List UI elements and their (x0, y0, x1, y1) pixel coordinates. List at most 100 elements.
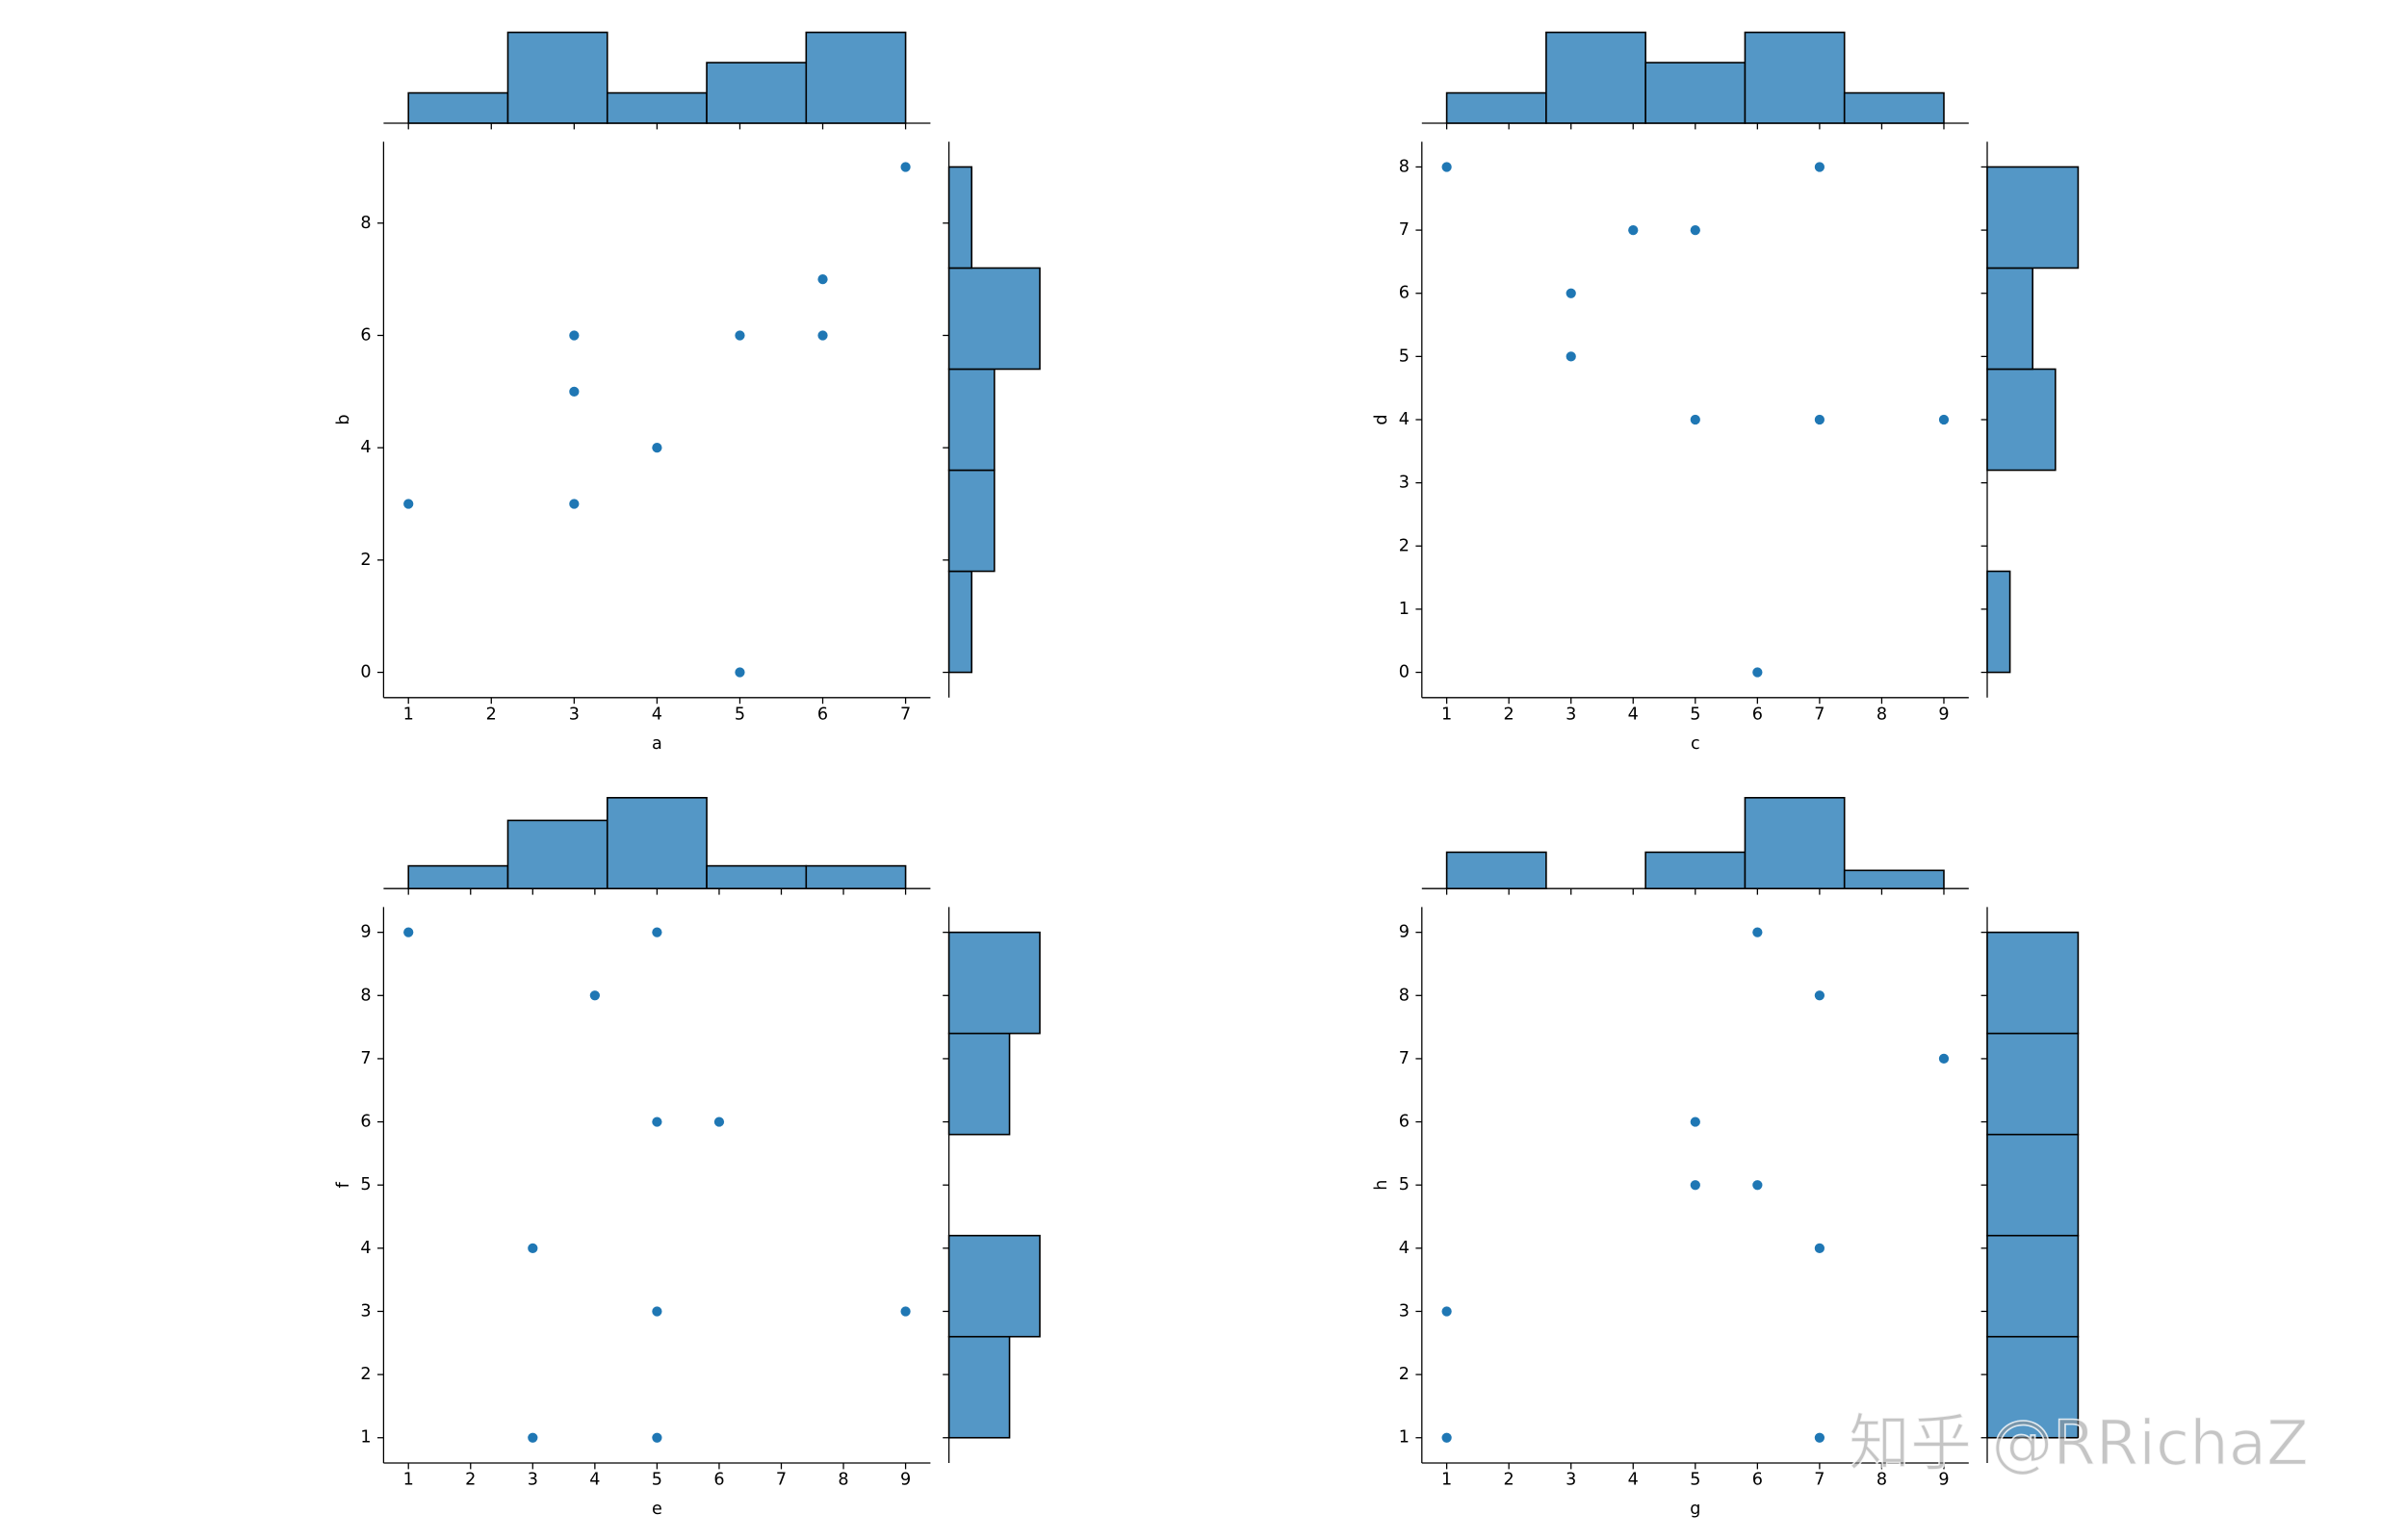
x-tick-label: 8 (838, 1471, 848, 1490)
y-tick-label: 6 (360, 1113, 371, 1132)
top-hist-bar (1843, 869, 1945, 890)
scatter-point (1628, 224, 1639, 236)
y-tick-label: 7 (1399, 220, 1410, 240)
top-hist-bar (407, 91, 509, 124)
scatter-point (713, 1116, 725, 1127)
right-hist-bar (947, 1032, 1011, 1136)
top-hist-bar (606, 797, 708, 889)
y-tick-label: 4 (360, 438, 371, 457)
y-tick-label: 2 (360, 1365, 371, 1384)
x-tick-label: 9 (900, 1471, 911, 1490)
top-hist-bar (606, 91, 708, 124)
right-hist-bar (1986, 1133, 2080, 1237)
top-hist-bar (1744, 31, 1846, 124)
top-hist-bar (1445, 91, 1547, 124)
x-tick-label: 4 (652, 705, 662, 724)
scatter-point (1814, 990, 1825, 1001)
x-tick-label: 6 (1752, 705, 1763, 724)
x-tick-label: 1 (403, 1471, 414, 1490)
y-tick-label: 0 (1399, 663, 1410, 682)
x-tick-label: 3 (528, 1471, 538, 1490)
y-tick-label: 9 (360, 923, 371, 942)
scatter-point (652, 1306, 662, 1317)
x-tick-label: 7 (1814, 1471, 1825, 1490)
scatter-point (1752, 927, 1763, 937)
y-axis-label: f (334, 1181, 353, 1188)
right-hist-bar (1986, 1335, 2080, 1439)
right-hist-bar (947, 469, 996, 573)
y-tick-label: 8 (1399, 157, 1410, 176)
y-tick-label: 1 (1399, 1428, 1410, 1448)
x-tick-label: 3 (569, 705, 580, 724)
y-tick-label: 8 (360, 986, 371, 1005)
y-tick-label: 6 (1399, 1113, 1410, 1132)
x-tick-label: 6 (1752, 1471, 1763, 1490)
top-hist-bar (1843, 91, 1945, 124)
top-hist-bar (1644, 62, 1747, 124)
scatter-point (1566, 351, 1576, 362)
x-axis-label: g (1690, 1500, 1700, 1519)
x-tick-label: 4 (589, 1471, 600, 1490)
scatter-point (900, 162, 911, 172)
right-hist-bar (947, 1335, 1011, 1439)
x-axis-label: e (652, 1500, 662, 1519)
top-hist-bar (805, 31, 907, 124)
x-tick-label: 5 (652, 1471, 662, 1490)
right-hist-bar (1986, 1234, 2080, 1338)
y-tick-label: 0 (360, 663, 371, 682)
right-hist-bar (947, 1234, 1041, 1338)
y-tick-label: 1 (360, 1428, 371, 1448)
x-tick-label: 2 (1504, 705, 1514, 724)
x-tick-label: 4 (1628, 1471, 1639, 1490)
x-tick-label: 8 (1876, 1471, 1887, 1490)
scatter-point (1938, 1053, 1950, 1065)
top-hist-bar (1445, 851, 1547, 890)
scatter-point (1938, 414, 1950, 425)
y-tick-label: 1 (1399, 600, 1410, 619)
x-tick-label: 2 (486, 705, 497, 724)
right-hist-bar (1986, 368, 2057, 472)
top-hist-bar (1545, 31, 1646, 124)
x-tick-label: 3 (1566, 1471, 1576, 1490)
scatter-point (1814, 414, 1825, 425)
right-hist-bar (1986, 931, 2080, 1035)
top-hist-bar (1644, 851, 1747, 890)
x-tick-label: 5 (1690, 705, 1700, 724)
scatter-point (1690, 224, 1700, 236)
y-tick-label: 5 (360, 1175, 371, 1194)
scatter-point (652, 1432, 662, 1443)
y-tick-label: 3 (1399, 1301, 1410, 1321)
y-tick-label: 2 (1399, 536, 1410, 555)
top-hist-bar (506, 31, 608, 124)
y-tick-label: 4 (1399, 1239, 1410, 1258)
x-tick-label: 6 (713, 1471, 724, 1490)
x-axis-label: a (652, 734, 662, 754)
x-tick-label: 8 (1876, 705, 1887, 724)
scatter-point (528, 1243, 538, 1253)
y-axis-label: d (1372, 414, 1391, 424)
y-tick-label: 2 (360, 551, 371, 570)
right-hist-bar (1986, 570, 2011, 674)
scatter-point (735, 330, 745, 341)
y-tick-label: 7 (360, 1049, 371, 1068)
x-tick-label: 6 (817, 705, 828, 724)
scatter-point (589, 990, 600, 1001)
x-tick-label: 9 (1938, 1471, 1949, 1490)
top-hist-bar (706, 62, 808, 124)
y-tick-label: 6 (360, 325, 371, 345)
scatter-point (1441, 162, 1452, 172)
y-axis-label: b (334, 414, 353, 424)
scatter-point (1441, 1306, 1452, 1317)
scatter-point (1814, 1432, 1825, 1443)
x-tick-label: 5 (735, 705, 745, 724)
right-hist-bar (947, 166, 973, 270)
scatter-point (1690, 1180, 1700, 1191)
right-hist-bar (1986, 1032, 2080, 1136)
scatter-point (1752, 667, 1763, 678)
y-tick-label: 2 (1399, 1365, 1410, 1384)
right-hist-bar (1986, 267, 2033, 371)
scatter-point (652, 927, 662, 937)
x-axis-label: c (1691, 734, 1700, 754)
x-tick-label: 7 (900, 705, 911, 724)
